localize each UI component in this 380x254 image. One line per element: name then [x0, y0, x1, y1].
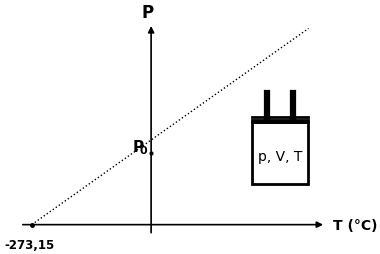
Bar — [252, 123, 309, 185]
Text: T (°C): T (°C) — [332, 218, 377, 232]
Text: p, V, T: p, V, T — [258, 150, 302, 164]
Text: -273,15: -273,15 — [5, 238, 55, 251]
Text: P: P — [142, 4, 154, 22]
Text: P: P — [132, 139, 143, 154]
Text: 0: 0 — [139, 146, 147, 156]
